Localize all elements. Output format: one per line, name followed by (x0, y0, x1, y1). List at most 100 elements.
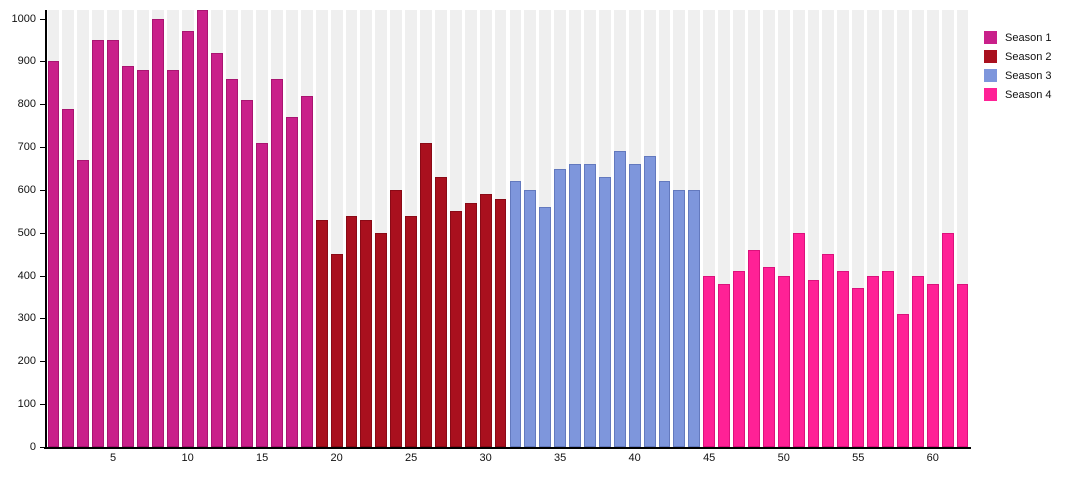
bar-episode-20-season-2 (330, 254, 343, 447)
bar-slot (761, 10, 776, 447)
bar-slot (836, 10, 851, 447)
bar-slot (523, 10, 538, 447)
y-tick-label-1000: 1000 (11, 12, 36, 25)
bar-slot (463, 10, 478, 447)
bar-episode-25-season-2 (405, 215, 418, 447)
bar-slot (419, 10, 434, 447)
bar-episode-60-season-4 (926, 284, 939, 447)
bar-slot (76, 10, 91, 447)
bar-episode-47-season-4 (733, 271, 745, 447)
bar-episode-54-season-4 (837, 271, 850, 447)
x-tick-label-20: 20 (330, 452, 343, 464)
background-band (792, 10, 805, 447)
bar-slot (955, 10, 970, 447)
y-tick-mark (40, 147, 45, 149)
background-band (896, 10, 909, 447)
bar-slot (210, 10, 225, 447)
bar-slot (374, 10, 389, 447)
legend: Season 1 Season 2 Season 3 Season 4 (984, 28, 1051, 104)
background-band (330, 10, 343, 447)
bar-episode-43-season-3 (673, 189, 686, 447)
bar-slot (404, 10, 419, 447)
bar-slot (255, 10, 270, 447)
bar-slot (314, 10, 329, 447)
x-tick-label-30: 30 (479, 452, 492, 464)
x-tick-label-10: 10 (181, 452, 194, 464)
bar-episode-41-season-3 (643, 155, 656, 447)
background-band (926, 10, 939, 447)
bar-episode-29-season-2 (464, 202, 477, 447)
bar-slot (225, 10, 240, 447)
bar-slot (46, 10, 61, 447)
bar-episode-28-season-2 (449, 211, 462, 447)
legend-swatch-icon (984, 50, 997, 63)
background-band (882, 10, 894, 447)
bar-episode-40-season-3 (628, 164, 641, 447)
bar-episode-37-season-3 (584, 164, 596, 447)
bar-slot (448, 10, 463, 447)
bar-episode-11-season-1 (196, 10, 209, 447)
bar-episode-21-season-2 (345, 215, 358, 447)
y-tick-mark (40, 104, 45, 106)
bar-episode-1-season-1 (47, 61, 60, 447)
bar-slot (583, 10, 598, 447)
legend-item-season-1: Season 1 (984, 28, 1051, 47)
bar-episode-36-season-3 (569, 164, 581, 447)
bar-slot (91, 10, 106, 447)
bar-slot (389, 10, 404, 447)
y-axis-line (45, 10, 47, 448)
bar-episode-13-season-1 (226, 78, 239, 447)
x-axis-line (44, 446, 971, 449)
bar-slot (925, 10, 940, 447)
background-band (762, 10, 775, 447)
y-tick-label-100: 100 (17, 398, 36, 411)
bar-slot (121, 10, 136, 447)
bar-episode-61-season-4 (941, 232, 954, 447)
y-tick-label-300: 300 (17, 312, 36, 325)
background-band (733, 10, 745, 447)
legend-label: Season 4 (1005, 88, 1052, 101)
bar-slot (359, 10, 374, 447)
bar-episode-19-season-2 (315, 219, 328, 447)
y-tick-label-600: 600 (17, 183, 36, 196)
y-tick-mark (40, 232, 45, 234)
bar-episode-58-season-4 (896, 314, 909, 447)
bar-episode-45-season-4 (703, 275, 716, 447)
background-band (941, 10, 954, 447)
bar-episode-56-season-4 (867, 275, 880, 447)
bar-slot (508, 10, 523, 447)
bar-episode-30-season-2 (479, 194, 492, 447)
bar-slot (940, 10, 955, 447)
bar-slot (195, 10, 210, 447)
y-tick-label-500: 500 (17, 226, 36, 239)
y-tick-label-900: 900 (17, 55, 36, 68)
background-band (822, 10, 835, 447)
bar-slot (150, 10, 165, 447)
bar-slot (672, 10, 687, 447)
bar-episode-42-season-3 (658, 181, 671, 447)
bar-episode-62-season-4 (956, 284, 969, 447)
legend-swatch-icon (984, 69, 997, 82)
y-tick-label-800: 800 (17, 98, 36, 111)
bar-slot (821, 10, 836, 447)
bar-slot (433, 10, 448, 447)
y-tick-label-200: 200 (17, 355, 36, 368)
legend-swatch-icon (984, 88, 997, 101)
bar-episode-27-season-2 (434, 177, 447, 447)
bar-slot (657, 10, 672, 447)
y-tick-mark (40, 18, 45, 20)
bar-episode-49-season-4 (762, 267, 775, 447)
background-band (718, 10, 731, 447)
bar-slot (61, 10, 76, 447)
x-tick-label-15: 15 (255, 452, 269, 464)
bar-slot (344, 10, 359, 447)
background-band (703, 10, 716, 447)
bar-episode-46-season-4 (718, 284, 731, 447)
bar-slot (732, 10, 747, 447)
bar-slot (866, 10, 881, 447)
y-tick-mark (40, 447, 45, 448)
bar-episode-2-season-1 (62, 108, 75, 447)
bar-episode-48-season-4 (747, 249, 760, 447)
bar-episode-8-season-1 (151, 18, 164, 447)
bar-episode-9-season-1 (166, 69, 179, 447)
